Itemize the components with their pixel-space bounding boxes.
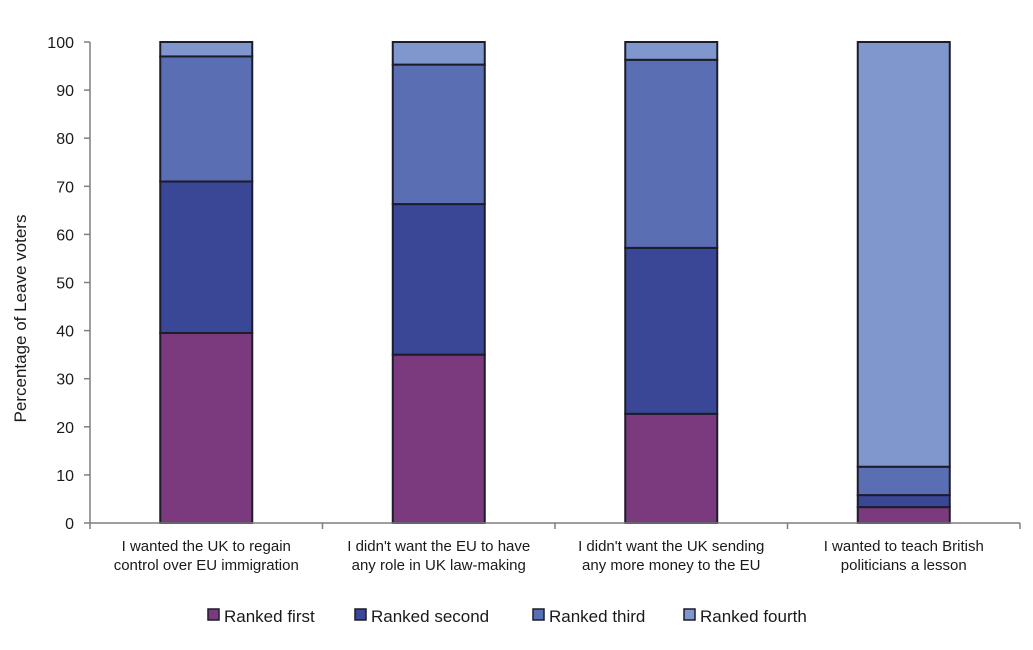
x-category-label: I wanted the UK to regain — [122, 538, 291, 555]
y-tick-label: 20 — [56, 420, 74, 437]
x-category-label: I didn't want the EU to have — [347, 538, 530, 555]
y-tick-label: 80 — [56, 131, 74, 148]
y-tick-label: 70 — [56, 179, 74, 196]
x-category-label: I didn't want the UK sending — [578, 538, 764, 555]
bar-segment — [391, 41, 486, 66]
bar-segment — [159, 180, 254, 335]
bar-segment — [391, 203, 486, 356]
x-category-label: any role in UK law-making — [352, 557, 526, 574]
bar-segment — [159, 332, 254, 524]
x-category-label: I wanted to teach British — [824, 538, 984, 555]
bar-segment — [624, 41, 719, 61]
bars — [159, 41, 951, 525]
x-axis: I wanted the UK to regain control over EU… — [89, 522, 1021, 574]
legend-label: Ranked third — [549, 607, 645, 626]
x-category-label: control over EU immigration — [114, 557, 299, 574]
legend-swatch — [532, 608, 545, 621]
legend-label: Ranked fourth — [700, 607, 807, 626]
legend-label: Ranked second — [371, 607, 489, 626]
legend-swatch — [354, 608, 367, 621]
bar-segment — [856, 506, 951, 525]
y-tick-label: 90 — [56, 83, 74, 100]
bar-segment — [856, 41, 951, 468]
bar-segment — [856, 465, 951, 497]
legend-swatch — [683, 608, 696, 621]
y-tick-label: 0 — [65, 516, 74, 533]
bar-segment — [624, 246, 719, 415]
y-tick-label: 10 — [56, 468, 74, 485]
y-tick-label: 50 — [56, 276, 74, 293]
bar-segment — [159, 55, 254, 183]
legend-swatch — [207, 608, 220, 621]
bar-segment — [391, 353, 486, 524]
legend: Ranked first Ranked second Ranked third Ran… — [207, 607, 807, 626]
y-tick-label: 100 — [47, 35, 74, 52]
x-category-label: any more money to the EU — [582, 557, 760, 574]
x-category-label: politicians a lesson — [841, 557, 967, 574]
bar-segment — [856, 494, 951, 509]
y-axis: 0 10 20 30 40 50 60 70 80 90 100 — [47, 35, 91, 533]
y-tick-label: 60 — [56, 227, 74, 244]
legend-label: Ranked first — [224, 607, 315, 626]
y-tick-label: 40 — [56, 324, 74, 341]
bar-segment — [624, 412, 719, 524]
y-axis-label: Percentage of Leave voters — [11, 215, 30, 423]
bar-segment — [624, 58, 719, 249]
bar-segment — [391, 63, 486, 206]
bar-segment — [159, 41, 254, 58]
y-tick-label: 30 — [56, 372, 74, 389]
